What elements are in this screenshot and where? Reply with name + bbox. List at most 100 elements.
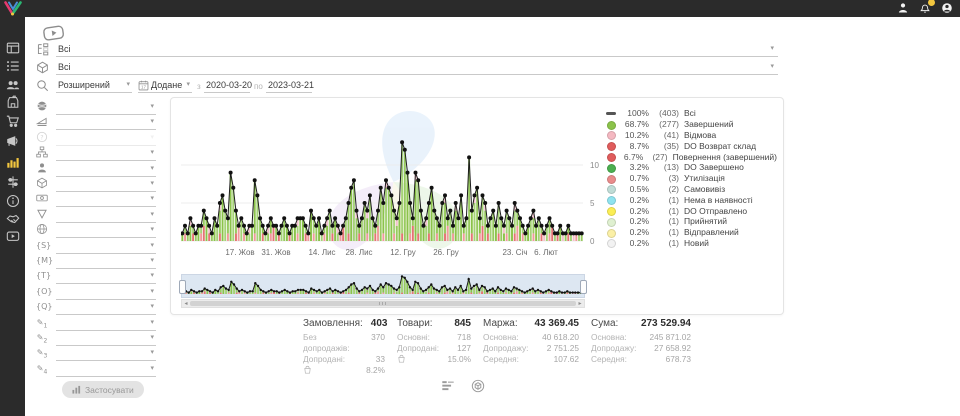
legend-item[interactable]: 0.7%(3)Утилізація bbox=[607, 173, 777, 184]
scroll-right-arrow-icon[interactable]: ▸ bbox=[576, 300, 584, 307]
side-filter-select-13[interactable]: ▾ bbox=[56, 285, 156, 300]
chevron-down-icon: ▾ bbox=[186, 81, 190, 88]
search-mode-value: Розширений bbox=[58, 80, 110, 90]
date-from-input[interactable]: 2020-03-20 bbox=[204, 78, 250, 93]
scroll-left-arrow-icon[interactable]: ◂ bbox=[182, 300, 190, 307]
side-filter-select-5[interactable]: ▾ bbox=[56, 162, 156, 177]
users-icon[interactable] bbox=[5, 77, 20, 92]
date-to-input[interactable]: 2023-03-21 bbox=[266, 78, 312, 93]
side-filter-select-16[interactable]: ▾ bbox=[56, 331, 156, 346]
product-select[interactable]: Всі ▾ bbox=[56, 60, 778, 75]
legend-item[interactable]: 0.2%(1)DO Отправлено bbox=[607, 205, 777, 216]
side-filter-select-6[interactable]: ▾ bbox=[56, 177, 156, 192]
legend-label: Прийнятий bbox=[684, 216, 727, 226]
side-filter-select-7[interactable]: ▾ bbox=[56, 192, 156, 207]
legend-dot-icon bbox=[607, 120, 616, 129]
status-select[interactable]: Всі ▾ bbox=[56, 42, 778, 57]
legend-item[interactable]: 0.2%(1)Нема в наявності bbox=[607, 194, 777, 205]
stat-sub-label: Основна: bbox=[483, 332, 519, 343]
legend-item[interactable]: 10.2%(41)Відмова bbox=[607, 130, 777, 141]
side-filter-select-18[interactable]: ▾ bbox=[56, 362, 156, 377]
legend-item[interactable]: 3.2%(13)DO Завершено bbox=[607, 162, 777, 173]
mini-bar-chart-icon bbox=[72, 385, 81, 394]
app-logo-icon[interactable] bbox=[3, 1, 23, 16]
side-filter-select-1[interactable]: ▾ bbox=[56, 100, 156, 115]
legend-item[interactable]: 6.7%(27)Повернення (завершений) bbox=[607, 151, 777, 162]
chart-scrollbar[interactable]: ◂ ▸ bbox=[181, 299, 585, 308]
side-filter-braces-o: {O}▾ bbox=[34, 285, 156, 300]
side-filter-select-8[interactable]: ▾ bbox=[56, 208, 156, 223]
legend-percent: 10.2% bbox=[619, 130, 649, 140]
sliders-icon[interactable] bbox=[5, 174, 20, 189]
account-icon[interactable] bbox=[940, 1, 954, 15]
side-filter-select-10[interactable]: ▾ bbox=[56, 239, 156, 254]
side-filter-braces-m: {M}▾ bbox=[34, 254, 156, 269]
stat-column: Маржа:43 369.45Основна:40 618.20Допродаж… bbox=[483, 318, 579, 376]
legend-item[interactable]: 100%(403)Всі bbox=[607, 108, 777, 119]
side-filter-select-17[interactable]: ▾ bbox=[56, 346, 156, 361]
side-filter-select-4[interactable]: ▾ bbox=[56, 146, 156, 161]
legend-item[interactable]: 68.7%(277)Завершений bbox=[607, 119, 777, 130]
legend-item[interactable]: 0.2%(1)Прийнятий bbox=[607, 216, 777, 227]
orders-list-icon[interactable] bbox=[5, 58, 20, 73]
chevron-down-icon: ▾ bbox=[150, 242, 154, 249]
legend-dot-icon bbox=[607, 130, 616, 139]
stat-sub-label: Допродажу: bbox=[483, 343, 528, 354]
user-icon[interactable] bbox=[896, 1, 910, 15]
legend-label: DO Отправлено bbox=[684, 206, 747, 216]
stat-sub-label: Без допродажів: bbox=[303, 332, 365, 354]
date-field-select[interactable]: 17 Додане ▾ bbox=[138, 78, 192, 93]
handshake-icon[interactable] bbox=[5, 211, 20, 226]
brush-handle-left-icon[interactable] bbox=[179, 280, 186, 294]
orders-chart[interactable]: 051017. Жов31. Жов14. Лис28. Лис12. Гру2… bbox=[181, 98, 625, 263]
tree-icon bbox=[36, 43, 49, 56]
info-icon[interactable] bbox=[5, 193, 20, 208]
legend-dot-icon bbox=[607, 217, 616, 226]
legend-count: (1) bbox=[649, 216, 679, 226]
legend-item[interactable]: 8.7%(35)DO Возврат склад bbox=[607, 140, 777, 151]
planet-icon bbox=[36, 100, 48, 113]
side-filter-select-3[interactable]: ▾ bbox=[56, 131, 156, 146]
side-filter-select-11[interactable]: ▾ bbox=[56, 254, 156, 269]
notifications-bell-icon[interactable] bbox=[918, 1, 932, 15]
bar-chart-icon[interactable] bbox=[5, 154, 20, 169]
legend-item[interactable]: 0.2%(1)Новий bbox=[607, 238, 777, 249]
legend-dot-icon bbox=[607, 206, 616, 215]
search-mode-select[interactable]: Розширений ▾ bbox=[56, 78, 132, 93]
shopping-cart-icon[interactable] bbox=[5, 113, 20, 128]
dashboard-card-icon[interactable] bbox=[5, 40, 20, 55]
question-circle-icon: ? bbox=[36, 131, 48, 144]
side-filter-select-9[interactable]: ▾ bbox=[56, 223, 156, 238]
chart-navigator[interactable] bbox=[181, 274, 585, 298]
legend-item[interactable]: 0.2%(1)Відправлений bbox=[607, 227, 777, 238]
chevron-down-icon: ▾ bbox=[150, 103, 154, 110]
megaphone-icon[interactable] bbox=[5, 133, 20, 148]
legend-item[interactable]: 0.5%(2)Самовивіз bbox=[607, 184, 777, 195]
stat-sub-label: Середня: bbox=[483, 354, 519, 365]
cube-icon bbox=[36, 61, 49, 74]
store-icon[interactable] bbox=[5, 94, 20, 109]
legend-label: Відмова bbox=[684, 130, 716, 140]
side-filter-select-12[interactable]: ▾ bbox=[56, 269, 156, 284]
legend-label: Утилізація bbox=[684, 173, 725, 183]
side-filter-select-14[interactable]: ▾ bbox=[56, 300, 156, 315]
legend-percent: 0.2% bbox=[619, 238, 649, 248]
side-filter-select-2[interactable]: ▾ bbox=[56, 115, 156, 130]
stat-header: Замовлення:403 bbox=[303, 318, 385, 329]
products-view-icon[interactable] bbox=[471, 379, 485, 393]
apply-button[interactable]: Застосувати bbox=[62, 381, 144, 398]
side-filter-select-15[interactable]: ▾ bbox=[56, 316, 156, 331]
brush-handle-right-icon[interactable] bbox=[580, 280, 587, 294]
chart-legend: 100%(403)Всі68.7%(277)Завершений10.2%(41… bbox=[607, 108, 777, 248]
stat-sub-value: 8.2% bbox=[366, 365, 385, 376]
side-filter-braces-t: {T}▾ bbox=[34, 269, 156, 284]
scrollbar-thumb[interactable] bbox=[190, 301, 576, 306]
apply-button-label: Застосувати bbox=[85, 385, 134, 395]
list-view-icon[interactable] bbox=[441, 379, 455, 393]
stat-sub-label: Допродані: bbox=[303, 354, 345, 365]
video-player-icon[interactable] bbox=[5, 228, 20, 243]
video-tutorial-icon[interactable] bbox=[42, 24, 66, 41]
legend-label: Самовивіз bbox=[684, 184, 725, 194]
stat-column: Замовлення:403Без допродажів:370Допродан… bbox=[303, 318, 385, 376]
filter-row-status: Всі ▾ bbox=[34, 42, 778, 57]
